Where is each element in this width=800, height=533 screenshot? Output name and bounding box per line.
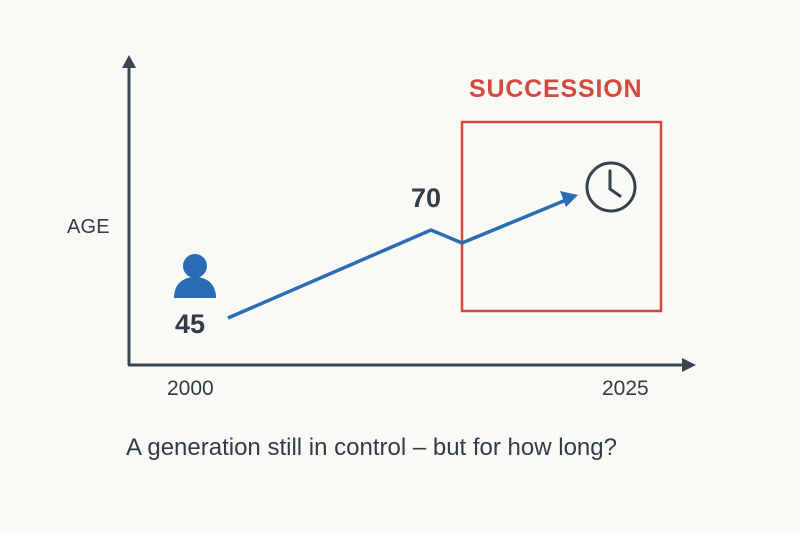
clock-icon xyxy=(585,161,637,213)
person-icon xyxy=(174,254,216,298)
caption: A generation still in control – but for … xyxy=(126,434,617,461)
succession-zone-box xyxy=(460,120,663,313)
x-axis xyxy=(128,358,696,372)
y-axis xyxy=(122,55,136,365)
peak-age-label: 70 xyxy=(411,183,442,213)
trend-arrowhead-icon xyxy=(560,191,578,207)
succession-title: SUCCESSION xyxy=(469,75,643,103)
x-start-year-label: 2000 xyxy=(167,377,214,400)
x-end-year-label: 2025 xyxy=(602,377,649,400)
y-axis-label: AGE xyxy=(67,216,110,238)
age-trend-line xyxy=(227,191,578,320)
start-age-label: 45 xyxy=(175,309,206,339)
